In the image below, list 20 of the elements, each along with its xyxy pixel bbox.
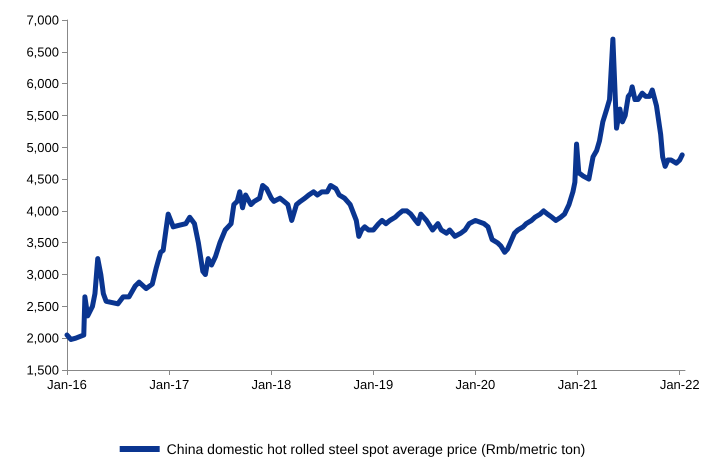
x-tick-label: Jan-18	[251, 377, 292, 392]
x-tick-label: Jan-19	[353, 377, 394, 392]
y-tick-label: 6,000	[26, 76, 59, 92]
y-tick-label: 1,500	[26, 362, 59, 378]
y-tick-label: 7,000	[26, 12, 59, 28]
x-tick-label: Jan-22	[660, 377, 700, 392]
x-tick-label: Jan-17	[149, 377, 190, 392]
x-tick-label: Jan-21	[558, 377, 598, 392]
x-tick-label: Jan-20	[455, 377, 496, 392]
y-tick-label: 6,500	[26, 44, 59, 60]
y-tick-label: 3,500	[26, 235, 59, 250]
legend-label: China domestic hot rolled steel spot average price (Rmb/metric ton)	[166, 441, 586, 457]
y-tick-label: 4,000	[26, 203, 59, 218]
y-tick-label: 5,000	[26, 140, 59, 155]
y-tick-label: 4,500	[26, 172, 59, 187]
y-tick-label: 2,500	[26, 298, 59, 314]
x-tick-label: Jan-16	[47, 377, 87, 392]
y-tick-label: 2,000	[26, 330, 59, 346]
y-tick-label: 5,500	[26, 108, 59, 123]
y-tick-label: 3,000	[26, 267, 59, 282]
